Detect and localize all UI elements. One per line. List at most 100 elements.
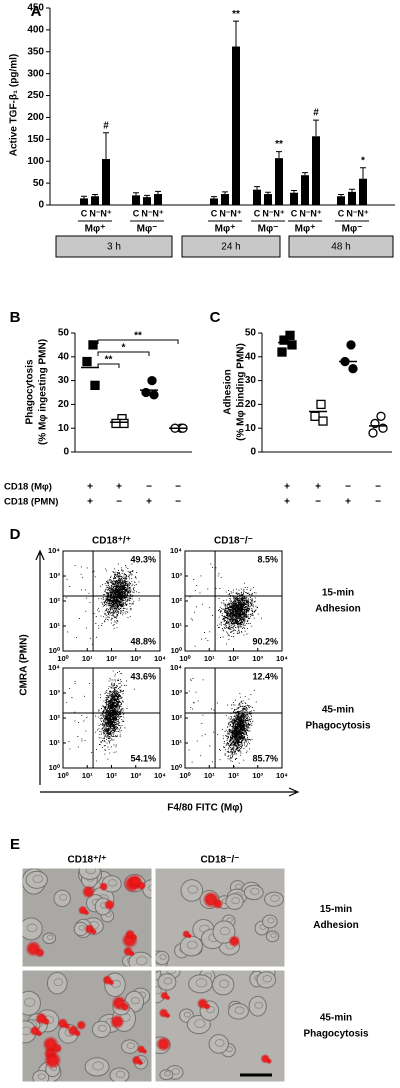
y-axis-label: (% Mφ binding PMN) [236,343,247,441]
significance-label: ** [275,139,283,150]
x-tick-label: 10³ [252,771,263,780]
y-axis-label: Phagocytosis [25,359,36,424]
condition-sign: − [116,497,122,508]
bar [264,194,272,205]
x-tick-label: 10⁴ [154,771,166,780]
panel-label: C [210,309,221,326]
quadrant-percent: 48.8% [130,636,156,646]
x-tick-label: 10¹ [204,771,215,780]
row-label: Adhesion [313,920,359,931]
x-tick-label: N⁺ [310,208,321,218]
data-point [82,356,92,367]
row-label: 15-min [322,588,354,599]
y-tick-label: 0 [63,447,69,458]
y-tick-label: 50 [58,328,70,339]
column-title: CD18⁺/⁺ [68,855,107,866]
event-cloud [65,563,140,646]
bar [143,197,151,205]
x-tick-label: 10⁰ [179,771,191,780]
nucleus [270,894,280,902]
x-tick-label: 10² [106,771,117,780]
cell [53,889,71,908]
bar [232,46,240,205]
data-point [346,340,356,350]
y-tick-label: 10¹ [171,738,182,747]
cell [264,891,284,907]
error-bar [133,192,139,196]
significance-bracket [97,351,150,356]
y-tick-label: 10⁰ [171,763,183,772]
nucleus [218,979,230,988]
x-tick-label: 10³ [130,771,141,780]
event-cloud [66,670,135,762]
row-label: Phagocytosis [305,721,370,732]
x-tick-label: 10¹ [204,654,215,663]
panel-label: E [10,836,20,853]
error-bar [291,190,297,193]
nucleus [159,954,167,960]
cell [84,1057,110,1077]
nucleus [234,1006,245,1015]
bar [91,196,99,205]
data-point [368,428,378,438]
micrograph-frame [21,969,153,1083]
labeled-pmn [103,899,115,911]
condition-sign: + [87,497,93,508]
y-axis-label: Active TGF-β₁ (pg/ml) [9,54,20,156]
labeled-pmn [74,1030,81,1037]
nucleus [26,923,38,933]
cell [25,870,48,889]
condition-sign: + [116,482,122,493]
labeled-pmn [108,979,115,986]
row-label: CD18 (Mφ) [4,482,52,493]
cell [256,971,277,989]
micrograph-frame [21,867,153,968]
cell [227,1002,249,1020]
labeled-pmn [43,1051,62,1070]
cell [32,1070,50,1082]
cell [120,1039,139,1054]
micrograph [22,970,152,1082]
cell [225,893,244,910]
nucleus [37,1073,46,1080]
micrograph-frame [154,969,286,1083]
time-label: 3 h [107,242,121,253]
cell [243,884,264,901]
data-point [318,416,328,426]
cell [248,995,267,1017]
condition-sign: − [175,482,181,493]
nucleus [183,1011,191,1018]
bar [253,189,261,205]
x-tick-label: N⁻ [219,208,230,218]
x-tick-label: 10² [228,771,239,780]
nucleus [267,917,275,924]
y-tick-label: 10³ [171,571,182,580]
nucleus [194,1019,206,1029]
error-bar [338,193,344,197]
condition-sign: + [87,482,93,493]
y-tick-label: 100 [27,156,44,167]
bar [102,159,110,205]
x-tick-label: N⁺ [357,208,368,218]
bar [290,192,298,205]
x-tick-label: 10⁴ [154,654,166,663]
cell [265,930,280,943]
condition-sign: + [284,497,290,508]
y-tick-label: 10⁰ [49,646,61,655]
y-tick-label: 50 [33,178,45,189]
condition-sign: − [345,482,351,493]
error-bar [211,196,217,199]
labeled-pmn [99,881,109,892]
cell [212,920,236,944]
condition-sign: + [284,482,290,493]
labeled-pmn [137,1059,144,1066]
condition-sign: − [146,482,152,493]
labeled-pmn [109,1014,125,1030]
x-tick-label: N⁻ [89,208,100,218]
quadrant-percent: 85.7% [252,753,278,763]
labeled-pmn [165,995,171,1001]
data-point [119,418,129,429]
nucleus [115,1070,126,1079]
error-bar [144,194,150,198]
